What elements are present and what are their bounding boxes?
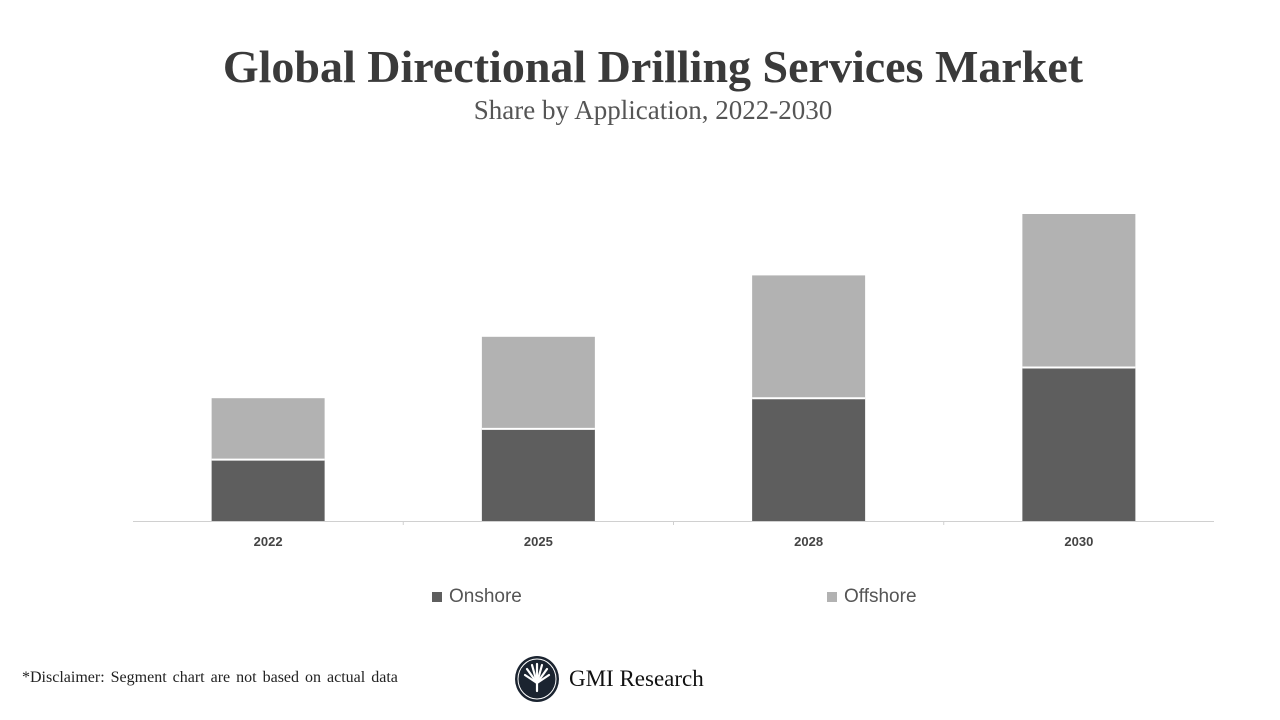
gmi-logo-icon: [515, 656, 559, 702]
bar-onshore-2030: [1022, 367, 1136, 521]
legend-label-offshore: Offshore: [844, 586, 917, 607]
legend-swatch-onshore: [432, 592, 442, 602]
bar-onshore-2022: [211, 459, 325, 521]
brand-logo: GMI Research: [513, 655, 704, 703]
legend-swatch-offshore: [827, 592, 837, 602]
x-tick-label-2028: 2028: [794, 534, 823, 549]
bar-offshore-2022: [211, 398, 325, 460]
disclaimer-text: *Disclaimer: Segment chart are not based…: [22, 669, 398, 686]
bar-offshore-2030: [1022, 214, 1136, 368]
x-tick-label-2022: 2022: [254, 534, 283, 549]
legend-item-offshore: Offshore: [827, 586, 917, 608]
brand-name: GMI Research: [569, 666, 704, 691]
x-tick-label-2025: 2025: [524, 534, 553, 549]
bar-offshore-2028: [752, 275, 866, 399]
bar-onshore-2025: [481, 428, 595, 521]
bar-offshore-2025: [481, 336, 595, 429]
legend-label-onshore: Onshore: [449, 586, 522, 607]
chart-title: Global Directional Drilling Services Mar…: [222, 41, 1084, 92]
legend-item-onshore: Onshore: [432, 586, 522, 608]
bar-onshore-2028: [752, 398, 866, 521]
x-tick-label-2030: 2030: [1064, 534, 1093, 549]
chart-subtitle: Share by Application, 2022-2030: [473, 95, 833, 125]
